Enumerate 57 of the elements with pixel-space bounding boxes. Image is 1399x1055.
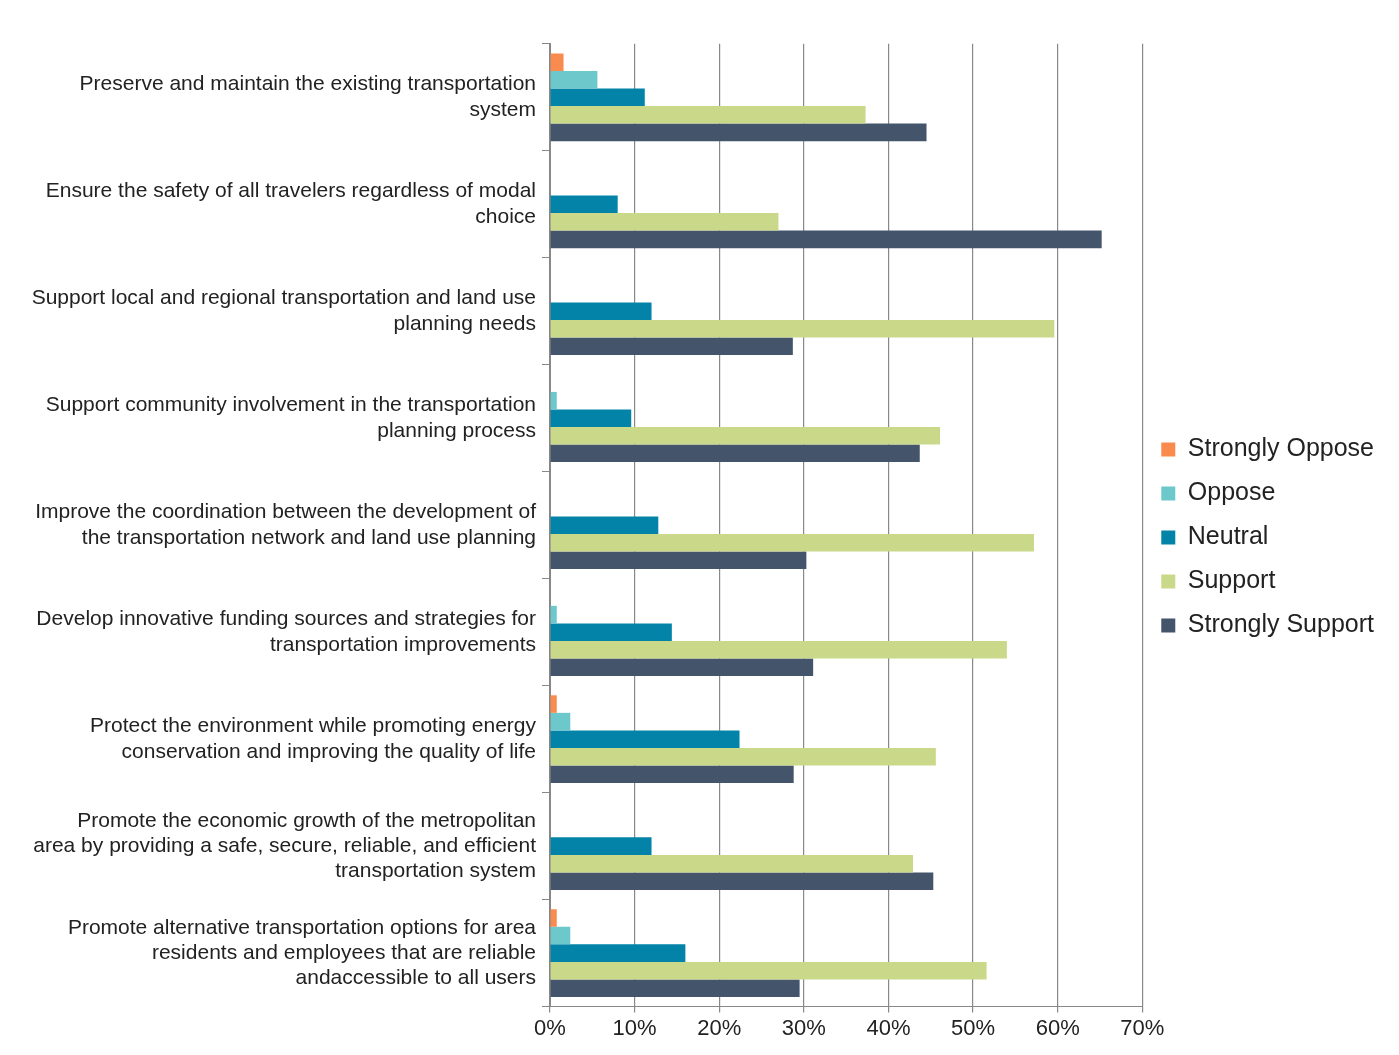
bar <box>550 872 934 890</box>
bar <box>550 230 1102 249</box>
x-tick-label: 30% <box>781 1014 826 1040</box>
bar <box>550 123 927 142</box>
bar <box>550 551 807 570</box>
bar <box>550 747 936 766</box>
bar <box>550 640 1007 659</box>
bar <box>550 623 672 641</box>
x-tick-label: 20% <box>697 1014 742 1040</box>
y-tick-label: Promote the economic growth of the metropolitan area by providing a safe, secure, reliable, and efficient transportation system <box>33 807 537 882</box>
bar <box>550 695 557 713</box>
bar <box>550 730 740 748</box>
y-tick-label: Support community involvement in the transportation planning process <box>45 392 536 441</box>
bar <box>550 979 800 997</box>
x-tick-label: 0% <box>534 1014 566 1040</box>
bar <box>550 444 920 463</box>
legend-label: Oppose <box>1187 477 1276 506</box>
y-tick-label: Ensure the safety of all travelers regardless of modal choice <box>45 178 536 227</box>
legend-label: Strongly Support <box>1187 609 1375 638</box>
bar <box>550 391 557 410</box>
bar <box>550 909 557 927</box>
bar <box>550 926 571 945</box>
bar <box>550 70 598 89</box>
bar <box>550 961 987 980</box>
bar <box>550 409 632 427</box>
bar <box>550 658 814 677</box>
bar <box>550 533 1034 552</box>
x-tick-label: 70% <box>1120 1014 1165 1040</box>
bar <box>550 53 564 71</box>
legend-label: Support <box>1187 565 1276 594</box>
x-tick-label: 40% <box>866 1014 911 1040</box>
bar <box>550 605 557 624</box>
bar <box>550 712 571 731</box>
bar <box>550 213 779 231</box>
bar <box>550 854 913 873</box>
y-tick-label: Preserve and maintain the existing transportation system <box>79 71 536 120</box>
bar <box>550 302 652 321</box>
x-tick-label: 50% <box>951 1014 996 1040</box>
bar <box>550 88 645 107</box>
legend-label: Strongly Oppose <box>1187 433 1374 462</box>
y-tick-label: Improve the coordination between the development of the transportation network and land use planning <box>35 499 537 548</box>
bar <box>550 320 1055 338</box>
bar <box>550 106 866 124</box>
x-tick-label: 10% <box>612 1014 657 1040</box>
bar <box>550 765 794 784</box>
y-tick-label: Protect the environment while promoting energy conservation and improving the quality of life <box>90 713 537 762</box>
bar <box>550 426 941 445</box>
bar <box>550 516 659 534</box>
y-tick-label: Support local and regional transportation and land use planning needs <box>31 285 536 334</box>
y-tick-label: Develop innovative funding sources and strategies for transportation improvements <box>36 606 536 655</box>
bar <box>550 837 652 855</box>
legend-label: Neutral <box>1187 521 1269 550</box>
bar <box>550 944 686 962</box>
x-tick-label: 60% <box>1035 1014 1080 1040</box>
bar <box>550 195 618 214</box>
bar <box>550 337 793 356</box>
y-tick-label: Promote alternative transportation options for area residents and employees that are reliable andaccessible to all users <box>67 914 537 989</box>
